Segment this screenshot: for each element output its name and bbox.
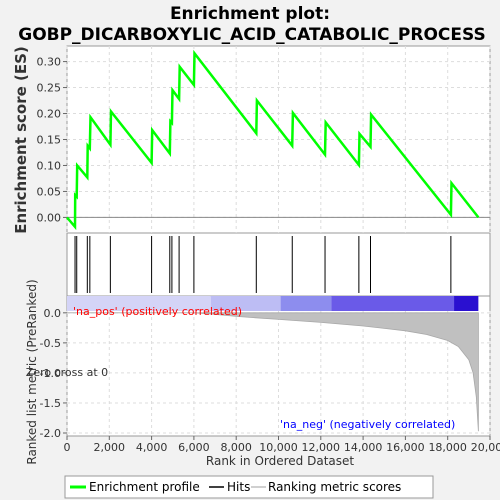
es-series bbox=[66, 49, 480, 231]
gradient-segment bbox=[210, 296, 281, 311]
ranking-xtick-label: 6,000 bbox=[178, 441, 210, 454]
es-ytick-label: 0.15 bbox=[37, 134, 62, 147]
pos-correlated-label: 'na_pos' (positively correlated) bbox=[73, 305, 242, 318]
gradient-segment bbox=[280, 296, 332, 311]
ranking-xtick-label: 4,000 bbox=[136, 441, 168, 454]
ranking-gradient-bar bbox=[67, 296, 479, 311]
ranking-ytick-label: -1.0 bbox=[40, 367, 61, 380]
ranking-xtick-label: 2,000 bbox=[94, 441, 126, 454]
hits-panel bbox=[66, 232, 491, 297]
ranking-ytick-label: -0.5 bbox=[40, 337, 61, 350]
ranking-xtick-label: 16,000 bbox=[386, 441, 425, 454]
chart-title-line1: Enrichment plot: bbox=[170, 4, 330, 24]
es-ytick-label: 0.10 bbox=[37, 159, 62, 172]
enrichment-profile-line bbox=[66, 49, 480, 231]
es-ytick-label: 0.25 bbox=[37, 82, 62, 95]
hits-lines bbox=[74, 236, 452, 293]
chart-title-line2: GOBP_DICARBOXYLIC_ACID_CATABOLIC_PROCESS bbox=[18, 25, 486, 45]
ranking-xtick-label: 14,000 bbox=[344, 441, 383, 454]
neg-correlated-label: 'na_neg' (negatively correlated) bbox=[280, 418, 455, 431]
ranking-ytick-label: -1.5 bbox=[40, 397, 61, 410]
legend: Enrichment profile Hits Ranking metric s… bbox=[64, 475, 434, 499]
es-ytick-label: 0.30 bbox=[37, 56, 62, 69]
zero-cross-label: Zero cross at 0 bbox=[26, 366, 108, 379]
ranking-y-ticks: 0.0 -0.5 -1.0 -1.5 -2.0 bbox=[40, 307, 67, 440]
es-ytick-label: 0.05 bbox=[37, 185, 62, 198]
ranking-ytick-label: 0.0 bbox=[44, 307, 62, 320]
legend-label-enrichment: Enrichment profile bbox=[89, 480, 200, 494]
es-y-axis-label: Enrichment score (ES) bbox=[12, 46, 30, 234]
es-ytick-label: 0.20 bbox=[37, 108, 62, 121]
ranking-metric-area-shape bbox=[67, 312, 479, 432]
es-y-ticks: 0.00 0.05 0.10 0.15 0.20 0.25 0.30 bbox=[37, 56, 67, 224]
ranking-xtick-label: 8,000 bbox=[220, 441, 252, 454]
ranking-metric-area bbox=[67, 312, 479, 432]
ranking-xtick-label: 18,000 bbox=[428, 441, 467, 454]
ranking-x-axis-label: Rank in Ordered Dataset bbox=[206, 454, 354, 468]
gradient-segment bbox=[331, 296, 455, 311]
ranking-xtick-label: 0 bbox=[64, 441, 71, 454]
es-grid bbox=[66, 46, 491, 233]
gradient-segment bbox=[67, 296, 211, 311]
ranking-xtick-label: 12,000 bbox=[302, 441, 341, 454]
ranking-y-axis-label: Ranked list metric (PreRanked) bbox=[25, 279, 39, 464]
legend-box bbox=[64, 475, 434, 499]
es-ytick-label: 0.00 bbox=[37, 211, 62, 224]
legend-label-ranking: Ranking metric scores bbox=[268, 480, 401, 494]
ranking-xtick-label: 20,000 bbox=[471, 441, 500, 454]
ranking-x-ticks: 0 2,000 4,000 6,000 8,000 10,000 12,000 14,000 1… bbox=[64, 436, 500, 454]
legend-label-hits: Hits bbox=[227, 480, 250, 494]
gradient-segment bbox=[454, 296, 479, 311]
ranking-xtick-label: 10,000 bbox=[259, 441, 298, 454]
ranking-ytick-label: -2.0 bbox=[40, 427, 61, 440]
